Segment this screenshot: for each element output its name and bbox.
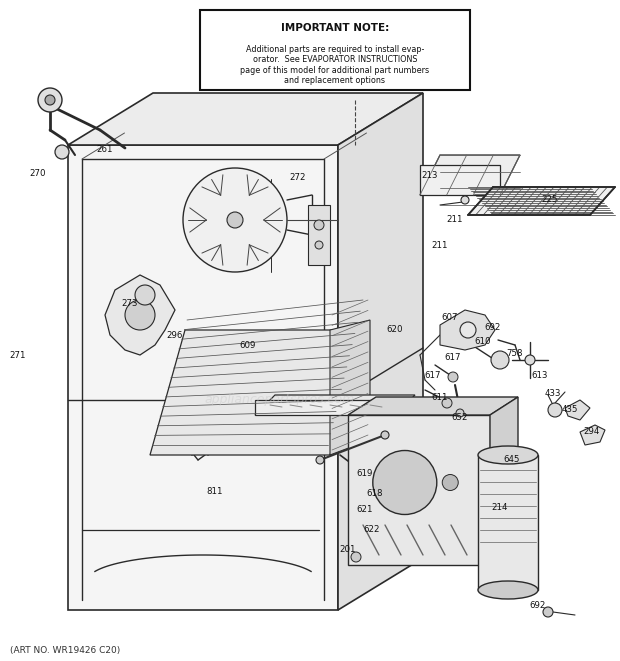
Text: 201: 201 (340, 545, 356, 555)
Text: 652: 652 (452, 414, 468, 422)
Text: 261: 261 (97, 145, 113, 155)
Text: 618: 618 (367, 490, 383, 498)
Text: 433: 433 (545, 389, 561, 397)
Circle shape (543, 607, 553, 617)
Polygon shape (105, 275, 175, 355)
Text: 272: 272 (290, 173, 306, 182)
Circle shape (461, 196, 469, 204)
Text: 211: 211 (432, 241, 448, 249)
Text: 613: 613 (532, 371, 548, 379)
Circle shape (227, 212, 243, 228)
Text: appliancepartspros.com: appliancepartspros.com (205, 393, 355, 407)
Circle shape (135, 285, 155, 305)
Polygon shape (150, 330, 365, 455)
Text: 611: 611 (432, 393, 448, 403)
Text: 214: 214 (492, 504, 508, 512)
Polygon shape (68, 145, 338, 610)
Circle shape (183, 168, 287, 272)
Text: 617: 617 (425, 371, 441, 379)
Text: 213: 213 (422, 171, 438, 180)
Circle shape (315, 241, 323, 249)
Polygon shape (255, 400, 395, 415)
Text: IMPORTANT NOTE:: IMPORTANT NOTE: (281, 23, 389, 33)
Text: 758: 758 (507, 348, 523, 358)
Polygon shape (565, 400, 590, 420)
Text: 609: 609 (240, 340, 256, 350)
Text: 692: 692 (485, 323, 501, 332)
Circle shape (38, 88, 62, 112)
Polygon shape (68, 93, 423, 145)
Polygon shape (420, 165, 500, 195)
Circle shape (548, 403, 562, 417)
Text: Additional parts are required to install evap-
orator.  See EVAPORATOR INSTRUCTI: Additional parts are required to install… (241, 45, 430, 85)
Circle shape (460, 322, 476, 338)
Circle shape (442, 475, 458, 490)
Text: 645: 645 (503, 455, 520, 465)
Polygon shape (330, 320, 370, 455)
Text: (ART NO. WR19426 C20): (ART NO. WR19426 C20) (10, 646, 120, 654)
Polygon shape (420, 155, 520, 195)
Circle shape (456, 409, 464, 417)
Text: 296: 296 (167, 330, 183, 340)
Text: 607: 607 (441, 313, 458, 323)
Text: 619: 619 (357, 469, 373, 477)
Text: 811: 811 (206, 488, 223, 496)
Text: 211: 211 (447, 215, 463, 225)
Polygon shape (200, 10, 470, 90)
Text: 610: 610 (475, 338, 491, 346)
Polygon shape (348, 397, 518, 415)
Circle shape (316, 456, 324, 464)
Text: 270: 270 (30, 169, 46, 178)
Text: 622: 622 (364, 525, 380, 535)
Circle shape (448, 372, 458, 382)
Polygon shape (338, 93, 423, 610)
Polygon shape (440, 310, 495, 350)
Text: 273: 273 (122, 299, 138, 307)
Circle shape (314, 220, 324, 230)
Polygon shape (255, 395, 415, 415)
Text: 692: 692 (530, 600, 546, 609)
Text: 271: 271 (10, 350, 26, 360)
Circle shape (55, 145, 69, 159)
Text: 435: 435 (562, 405, 578, 414)
Polygon shape (308, 205, 330, 265)
Polygon shape (348, 415, 490, 565)
Circle shape (373, 451, 437, 514)
Circle shape (442, 398, 452, 408)
Text: 294: 294 (584, 428, 600, 436)
Circle shape (45, 95, 55, 105)
Polygon shape (580, 425, 605, 445)
Circle shape (351, 552, 361, 562)
Polygon shape (468, 187, 615, 215)
Polygon shape (478, 455, 538, 590)
Text: 617: 617 (445, 354, 461, 362)
Circle shape (491, 351, 509, 369)
Ellipse shape (478, 446, 538, 464)
Text: 620: 620 (387, 325, 403, 334)
Ellipse shape (478, 581, 538, 599)
Circle shape (125, 300, 155, 330)
Circle shape (525, 355, 535, 365)
Text: 225: 225 (542, 196, 558, 204)
Circle shape (381, 431, 389, 439)
Text: 621: 621 (356, 506, 373, 514)
Polygon shape (490, 397, 518, 565)
